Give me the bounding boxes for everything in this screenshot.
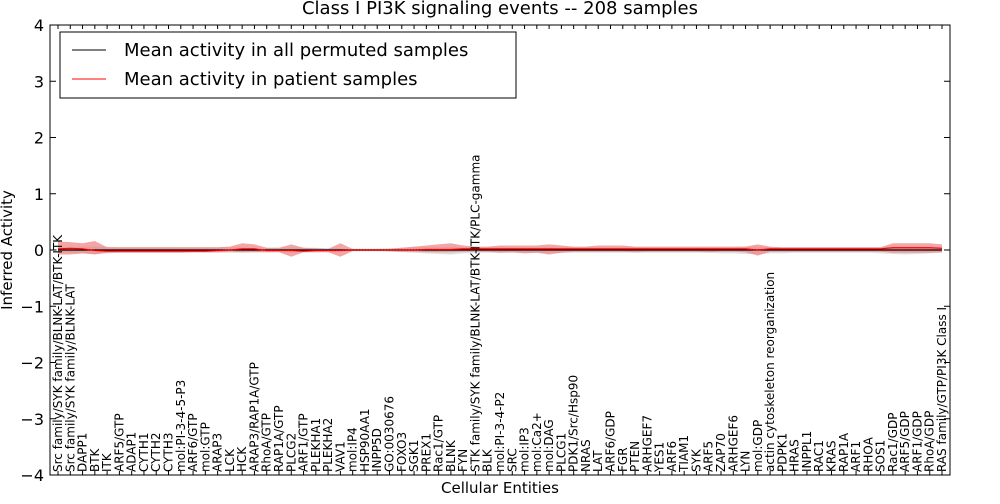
x-tick-label: mol:Ca2+: [530, 412, 544, 472]
y-tick-label: −2: [20, 354, 44, 373]
x-tick-label: ARF1/GDP: [910, 411, 924, 472]
x-tick-label: STK family/SYK family/BLNK-LAT/BTK-ITK/P…: [468, 155, 482, 472]
x-tick-label: PTEN: [628, 441, 642, 472]
x-tick-label: ARAP3: [211, 433, 225, 472]
x-tick-label: mol:DAG: [542, 419, 556, 472]
x-tick-label: INPPL1: [800, 431, 814, 472]
x-tick-label: PREX1: [419, 433, 433, 472]
x-tick-label: PLEKHA2: [321, 418, 335, 472]
y-axis-label: Inferred Activity: [0, 190, 16, 310]
x-tick-label: GO:0030676: [383, 396, 397, 472]
y-tick-label: 4: [34, 16, 44, 35]
y-tick-label: 0: [34, 241, 44, 260]
x-tick-label: DAPP1: [76, 433, 90, 472]
x-tick-label: ARF5/GTP: [112, 413, 126, 472]
x-tick-label: SGK1: [407, 440, 421, 472]
y-tick-label: −3: [20, 410, 44, 429]
x-tick-label: Rac1/GTP: [432, 415, 446, 472]
x-tick-label: HRAS: [788, 439, 802, 472]
x-tick-label: BLNK: [444, 439, 458, 472]
x-tick-label: Src family/SYK family/BLNK-LAT: [63, 283, 77, 472]
x-tick-label: SRC: [505, 448, 519, 472]
x-tick-label: PLCG1: [554, 433, 568, 472]
x-tick-label: YES1: [653, 442, 667, 473]
chart-title: Class I PI3K signaling events -- 208 sam…: [302, 0, 698, 19]
y-tick-label: 2: [34, 129, 44, 148]
x-tick-label: RAP1A/GTP: [272, 405, 286, 472]
x-tick-label: SOS1: [874, 440, 888, 472]
x-tick-label: INPP5D: [370, 428, 384, 472]
x-tick-label: RhoA/GDP: [923, 411, 937, 472]
x-tick-label: mol:IP3: [518, 427, 532, 472]
legend-box: [59, 31, 517, 99]
x-tick-label: LYN: [739, 451, 753, 472]
x-tick-label: ARF5: [702, 441, 716, 472]
x-tick-label: RAP1A: [837, 432, 851, 472]
x-axis: Src family/SYK family/BLNK-LAT/BTK-ITKSr…: [51, 25, 949, 475]
x-tick-label: BLK: [481, 448, 495, 472]
x-tick-label: CYTH2: [149, 433, 163, 473]
y-tick-label: −1: [20, 297, 44, 316]
x-tick-label: HSP90AA1: [358, 408, 372, 472]
x-tick-label: HCK: [235, 446, 249, 472]
x-tick-label: PLEKHA1: [309, 418, 323, 472]
y-tick-label: 3: [34, 72, 44, 91]
x-tick-label: ARAP3/RAP1A/GTP: [247, 362, 261, 472]
x-tick-label: ARHGEF7: [640, 415, 654, 472]
x-tick-label: LAT: [591, 450, 605, 472]
x-axis-label: Cellular Entities: [441, 479, 559, 497]
x-tick-label: KRAS: [825, 440, 839, 472]
x-tick-label: RAC1: [812, 440, 826, 472]
x-tick-label: mol:GTP: [198, 422, 212, 472]
x-tick-label: PDK1/Src/Hsp90: [567, 375, 581, 472]
x-tick-label: mol:GDP: [751, 420, 765, 472]
x-tick-label: mol:IP4: [346, 427, 360, 472]
x-tick-label: SYK: [689, 448, 703, 472]
x-tick-label: mol:PI-3-4-P2: [493, 392, 507, 472]
x-tick-label: ZAP70: [714, 433, 728, 472]
x-tick-label: PDPK1: [775, 433, 789, 472]
line-layer: [50, 247, 950, 252]
plot-frame: [49, 24, 951, 476]
x-tick-label: Src family/SYK family/BLNK-LAT/BTK-ITK: [51, 234, 65, 472]
x-tick-label: FGR: [616, 447, 630, 472]
x-tick-label: ARF6: [665, 441, 679, 472]
legend-label-permuted: Mean activity in all permuted samples: [124, 40, 468, 61]
x-tick-label: NRAS: [579, 439, 593, 472]
x-tick-label: ARF1/GTP: [297, 413, 311, 472]
x-tick-label: ITK: [100, 452, 114, 472]
x-tick-label: FYN: [456, 449, 470, 472]
series-line-patient: [57, 247, 943, 252]
x-tick-label: ARHGEF6: [726, 415, 740, 472]
x-tick-label: Rac1/GDP: [886, 413, 900, 472]
y-tick-label: −4: [20, 466, 44, 485]
x-tick-label: actin cytoskeleton reorganization: [763, 272, 777, 472]
x-tick-label: RAS family/GTP/PI3K Class I: [935, 307, 949, 472]
x-tick-label: ARF6/GTP: [186, 413, 200, 472]
x-tick-label: CYTH1: [137, 433, 151, 473]
legend: Mean activity in all permuted samples Me…: [59, 31, 517, 99]
x-tick-label: ARF6/GDP: [604, 411, 618, 472]
x-tick-label: CYTH3: [162, 433, 176, 473]
x-tick-label: BTK: [88, 447, 102, 472]
legend-label-patient: Mean activity in patient samples: [124, 69, 418, 90]
x-tick-label: LCK: [223, 448, 237, 472]
x-tick-label: VAV1: [333, 441, 347, 472]
x-tick-label: mol:PI-3-4-5-P3: [174, 380, 188, 472]
x-tick-label: FOXO3: [395, 432, 409, 472]
x-tick-label: ADAP1: [125, 432, 139, 472]
x-tick-label: RhoA/GTP: [260, 413, 274, 472]
x-tick-label: PLCG2: [284, 433, 298, 472]
x-tick-label: RHOA: [861, 436, 875, 472]
y-tick-label: 1: [34, 185, 44, 204]
x-tick-label: ARF1: [849, 441, 863, 472]
x-tick-label: TIAM1: [677, 435, 691, 473]
x-tick-label: ARF5/GDP: [898, 411, 912, 472]
y-axis: −4 −3 −2 −1 0 1 2 3 4: [20, 16, 950, 485]
